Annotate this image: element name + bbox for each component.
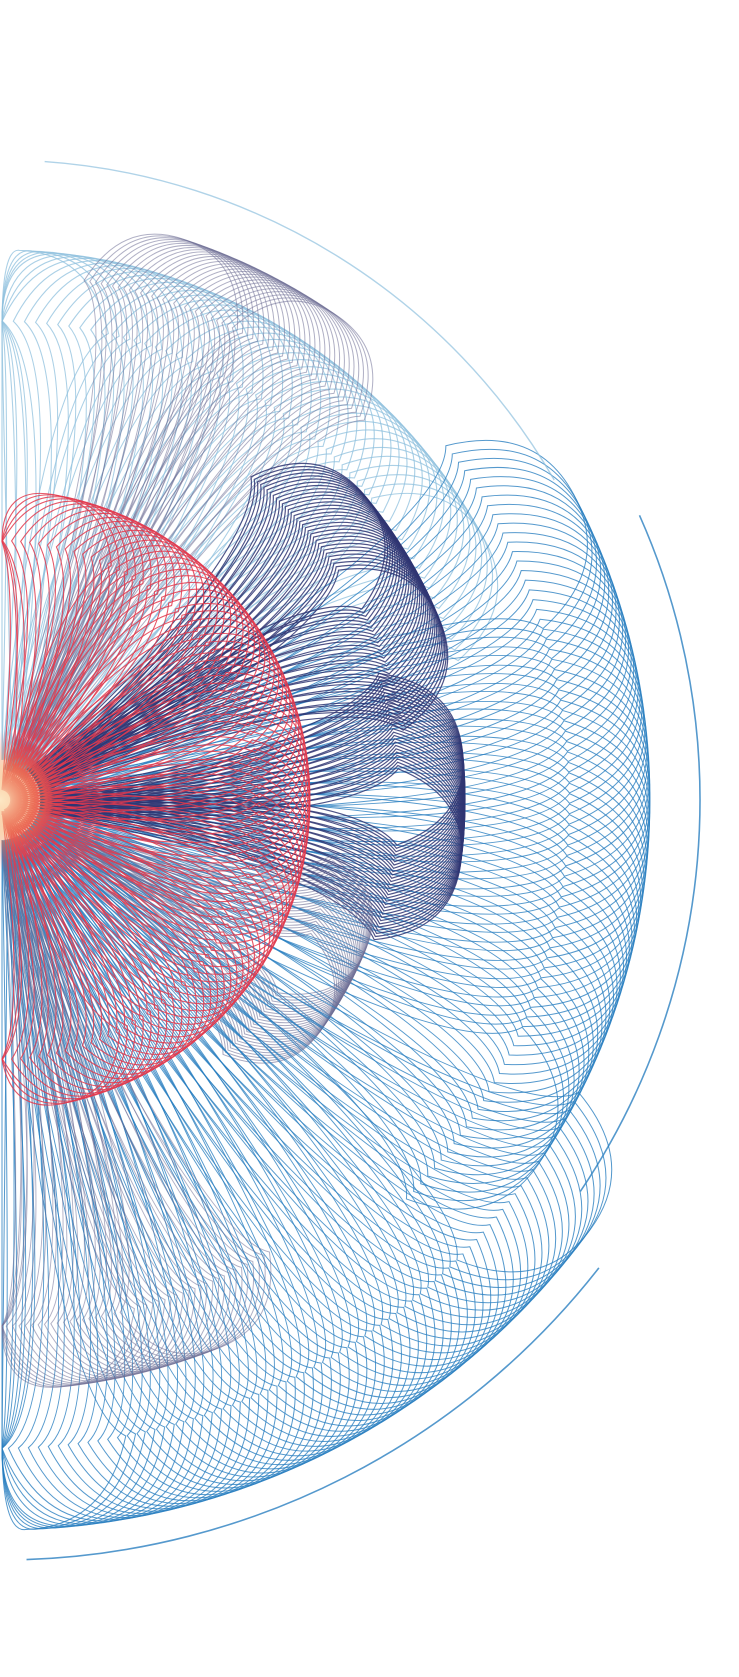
rim-blue-bottom: [26, 1267, 600, 1561]
rim-pale-top: [44, 160, 555, 481]
petal-blue-bottom: [1, 818, 613, 1531]
center-glow: [0, 730, 70, 870]
petal-blue-bottom-stroke: [1, 839, 137, 1530]
petal-red-core: [1, 492, 311, 1106]
petal-blue-right-stroke: [27, 826, 559, 1210]
petal-slate-bottom: [1, 834, 272, 1388]
petal-blue-right: [27, 439, 651, 1210]
petal-red-core-stroke: [1, 810, 121, 1106]
petal-pale-blue-top-stroke: [37, 492, 499, 791]
petal-slate-upper-stroke: [21, 300, 374, 782]
rim-blue-right: [579, 514, 701, 1192]
petal-slate-upper: [3, 233, 374, 782]
petal-layer: [1, 160, 701, 1561]
petal-slate-bottom-stroke: [1, 840, 135, 1388]
petal-pale-blue-top-stroke: [1, 250, 131, 760]
